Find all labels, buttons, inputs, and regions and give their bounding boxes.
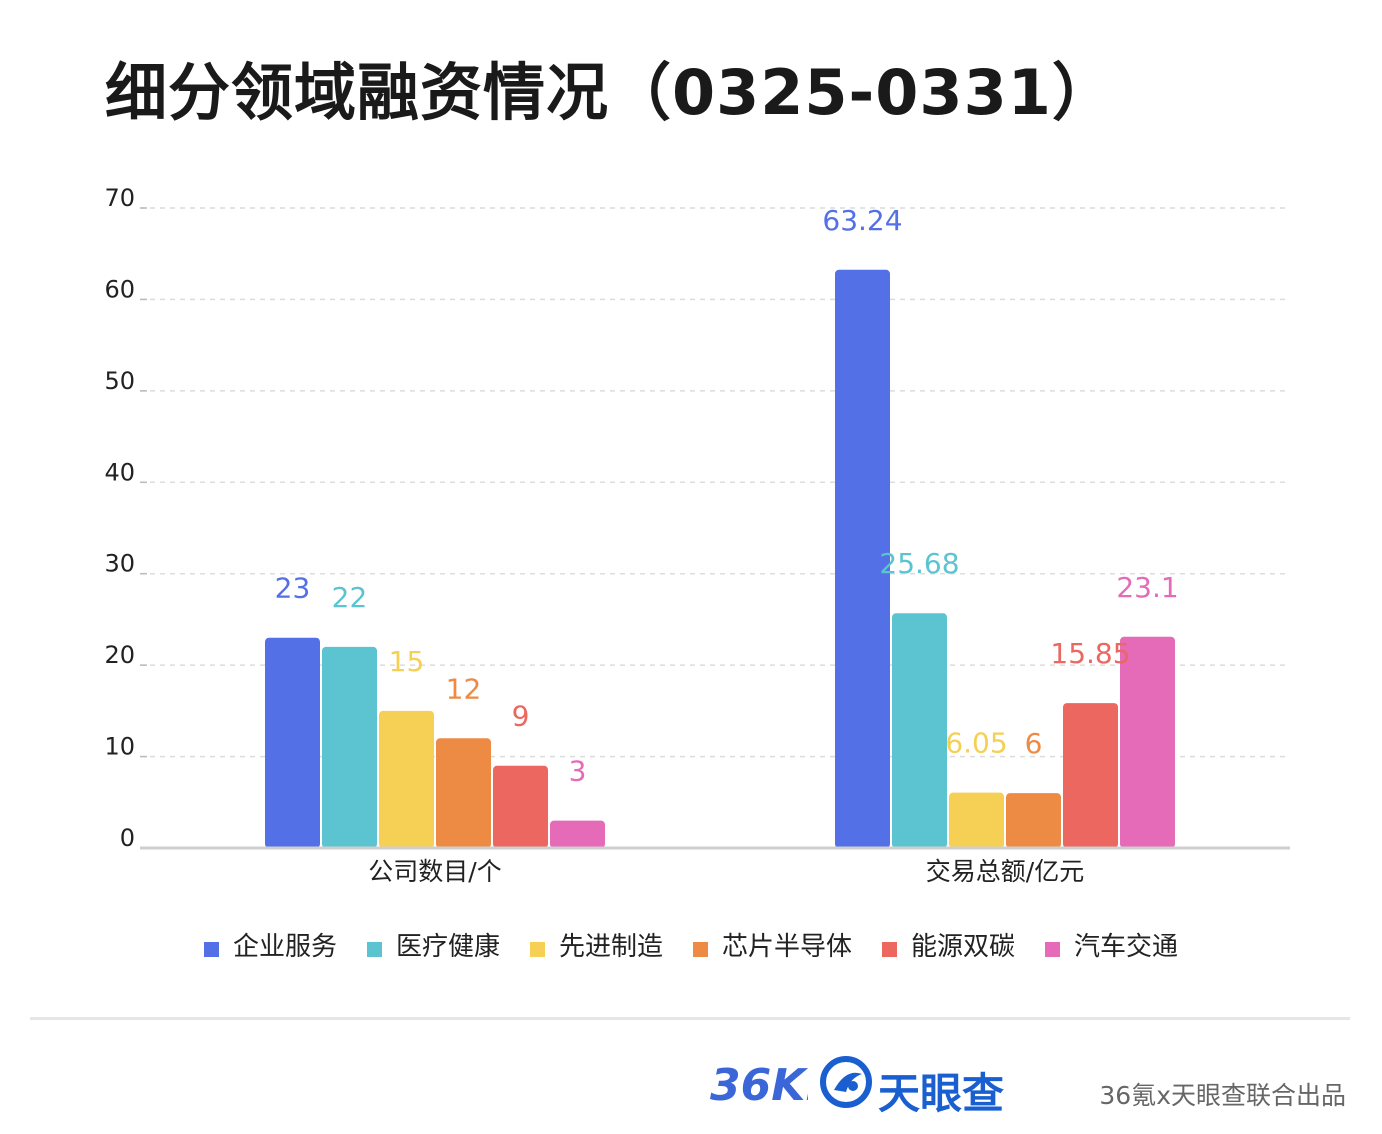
legend: 企业服务 医疗健康 先进制造 芯片半导体 能源双碳 汽车交通 bbox=[0, 926, 1382, 963]
36kr-logo-text: 36Kr bbox=[710, 1060, 808, 1111]
data-label: 15 bbox=[389, 645, 425, 678]
footer: 36Kr 天眼查 36氪x天眼查联合出品 bbox=[0, 1050, 1382, 1120]
legend-item: 能源双碳 bbox=[882, 926, 1015, 963]
x-tick-label: 公司数目/个 bbox=[368, 857, 501, 886]
bar bbox=[379, 710, 434, 848]
bar bbox=[892, 613, 947, 848]
data-label: 23.1 bbox=[1116, 571, 1178, 604]
tianyancha-logo-text: 天眼查 bbox=[878, 1069, 1005, 1118]
legend-label: 汽车交通 bbox=[1074, 932, 1179, 962]
bar bbox=[493, 765, 548, 848]
legend-item: 医疗健康 bbox=[366, 926, 500, 963]
legend-swatch bbox=[882, 942, 898, 957]
legend-item: 芯片半导体 bbox=[693, 926, 852, 963]
y-tick-label: 40 bbox=[104, 458, 135, 486]
data-label: 63.24 bbox=[822, 204, 902, 237]
legend-item: 汽车交通 bbox=[1045, 926, 1178, 963]
x-tick-label: 交易总额/亿元 bbox=[926, 857, 1084, 886]
y-tick-label: 30 bbox=[104, 550, 135, 578]
tianyancha-logo-icon bbox=[820, 1056, 872, 1108]
footer-divider bbox=[30, 1017, 1350, 1020]
bar bbox=[1006, 793, 1061, 848]
chart-title: 细分领域融资情况（0325-0331） bbox=[105, 56, 1115, 129]
bar bbox=[949, 792, 1004, 848]
legend-label: 企业服务 bbox=[232, 932, 337, 962]
y-tick-label: 10 bbox=[104, 733, 135, 761]
y-tick-label: 50 bbox=[104, 367, 135, 395]
36kr-logo: 36Kr bbox=[710, 1060, 808, 1111]
data-label: 12 bbox=[446, 672, 482, 705]
y-tick-label: 60 bbox=[104, 275, 135, 303]
legend-label: 能源双碳 bbox=[911, 932, 1016, 962]
legend-item: 企业服务 bbox=[203, 926, 337, 963]
data-label: 9 bbox=[512, 700, 530, 733]
bar bbox=[436, 738, 491, 848]
data-label: 15.85 bbox=[1050, 637, 1130, 670]
legend-swatch bbox=[529, 942, 545, 957]
data-label: 3 bbox=[569, 755, 587, 788]
y-tick-label: 20 bbox=[104, 641, 135, 669]
bar bbox=[835, 269, 890, 848]
legend-label: 芯片半导体 bbox=[722, 932, 853, 962]
bars bbox=[265, 269, 1175, 848]
data-labels: 23 22 15 12 9 3 63.24 25.68 6.05 6 15.85 23.1 bbox=[275, 204, 1179, 788]
legend-swatch bbox=[693, 942, 708, 957]
legend-swatch bbox=[366, 942, 382, 957]
x-axis: 公司数目/个 交易总额/亿元 bbox=[140, 846, 1290, 886]
legend-swatch bbox=[1045, 942, 1061, 957]
data-label: 25.68 bbox=[879, 547, 959, 580]
legend-item: 先进制造 bbox=[529, 926, 663, 963]
y-tick-label: 0 bbox=[120, 824, 135, 852]
bar bbox=[550, 820, 605, 848]
y-axis: 0 10 20 30 40 50 60 70 bbox=[104, 184, 147, 852]
bar-chart: 0 10 20 30 40 50 60 70 23 22 15 12 9 3 63.24 25.68 6.05… bbox=[104, 184, 1290, 886]
data-label: 6 bbox=[1025, 727, 1043, 760]
bar bbox=[1063, 703, 1118, 848]
data-label: 23 bbox=[275, 572, 311, 605]
bar bbox=[265, 637, 320, 848]
data-label: 22 bbox=[332, 581, 368, 614]
bar bbox=[322, 646, 377, 848]
data-label: 6.05 bbox=[945, 727, 1007, 760]
legend-label: 先进制造 bbox=[558, 932, 663, 962]
legend-swatch bbox=[203, 942, 219, 957]
footer-credit: 36氪x天眼查联合出品 bbox=[1099, 1081, 1346, 1110]
y-tick-label: 70 bbox=[104, 184, 135, 212]
legend-label: 医疗健康 bbox=[395, 932, 500, 962]
bar bbox=[1120, 636, 1175, 848]
